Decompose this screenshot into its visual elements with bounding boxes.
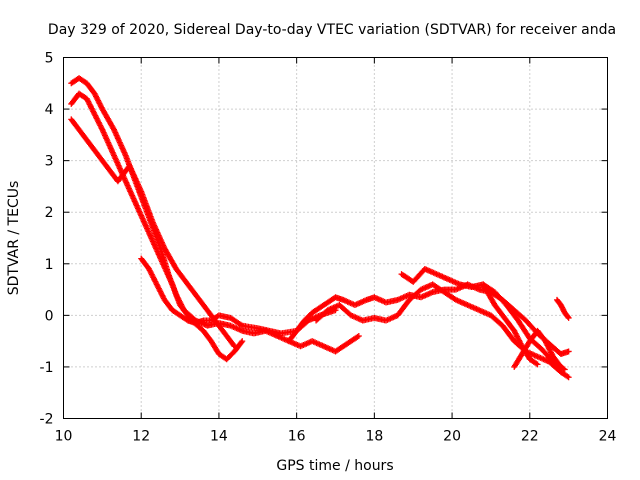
x-tick-label: 24 xyxy=(599,429,617,445)
x-tick-label: 10 xyxy=(55,429,73,445)
grid-layer xyxy=(63,57,608,419)
x-tick-label: 12 xyxy=(132,429,150,445)
x-axis-label: GPS time / hours xyxy=(276,458,393,474)
data-layer xyxy=(68,75,572,381)
data-point xyxy=(231,343,238,350)
data-series-1 xyxy=(68,75,362,355)
y-tick-label: 0 xyxy=(45,308,54,324)
y-tick-label: 3 xyxy=(45,154,54,170)
x-tick-label: 22 xyxy=(521,429,539,445)
data-point xyxy=(534,361,541,368)
y-tick-label: 2 xyxy=(45,205,54,221)
y-tick-label: 5 xyxy=(45,51,54,67)
x-tick-label: 20 xyxy=(443,429,461,445)
data-point-fill xyxy=(564,313,571,320)
data-point-fill xyxy=(533,360,540,367)
data-point xyxy=(561,366,568,373)
y-tick-label: -1 xyxy=(40,360,54,376)
plot-frame xyxy=(63,57,608,419)
data-series-2 xyxy=(68,90,246,363)
chart-title: Day 329 of 2020, Sidereal Day-to-day VTE… xyxy=(48,22,616,38)
data-point xyxy=(557,363,564,370)
x-tick-label: 16 xyxy=(288,429,306,445)
data-point xyxy=(355,332,362,339)
data-point xyxy=(565,348,572,355)
data-point xyxy=(239,338,246,345)
data-point-fill xyxy=(564,373,571,380)
data-series-9 xyxy=(511,327,564,370)
x-tick-label: 18 xyxy=(365,429,383,445)
data-point xyxy=(565,374,572,381)
data-point-fill xyxy=(238,339,245,346)
y-tick-label: -2 xyxy=(40,412,54,428)
y-tick-label: 1 xyxy=(45,257,54,273)
data-point-fill xyxy=(230,342,237,349)
data-point xyxy=(565,314,572,321)
data-point-fill xyxy=(557,362,564,369)
data-series-6 xyxy=(313,281,572,381)
data-series-10 xyxy=(553,296,572,321)
y-tick-label: 4 xyxy=(45,102,54,118)
data-point-fill xyxy=(354,333,361,340)
data-point-fill xyxy=(237,321,244,328)
data-series-3 xyxy=(68,116,238,350)
y-axis-label: SDTVAR / TECUs xyxy=(6,181,22,296)
data-series-8 xyxy=(480,281,541,368)
x-tick-label: 14 xyxy=(210,429,228,445)
